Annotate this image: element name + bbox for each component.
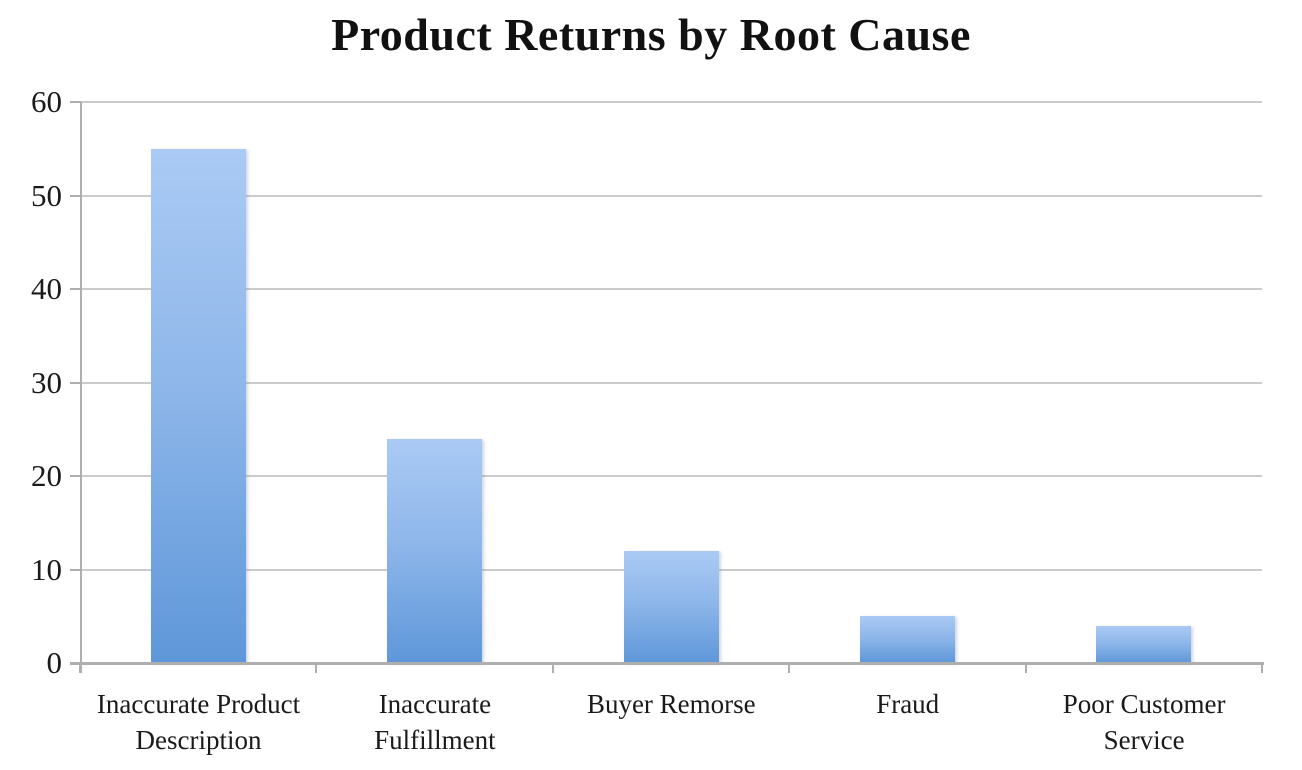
x-category-label-2: Inaccurate Fulfillment bbox=[374, 689, 496, 755]
bar-inaccurate-fulfillment bbox=[387, 438, 483, 663]
y-tick-40 bbox=[70, 288, 81, 290]
gridline-50 bbox=[80, 194, 1262, 197]
y-tick-0 bbox=[70, 662, 81, 664]
y-axis-line bbox=[80, 102, 82, 673]
bar-fraud bbox=[859, 616, 955, 663]
gridline-20 bbox=[80, 475, 1262, 477]
y-tick-60 bbox=[70, 101, 81, 103]
x-category-label-3: Buyer Remorse bbox=[586, 689, 756, 719]
x-category-label-1: Inaccurate Product Description bbox=[96, 689, 301, 755]
x-tick-2 bbox=[551, 663, 554, 673]
x-axis-line bbox=[70, 662, 1264, 665]
y-tick-label-0: 0 bbox=[46, 645, 63, 680]
bar-poor-customer-service bbox=[1096, 625, 1192, 663]
x-category-label-4: Fraud bbox=[876, 689, 940, 719]
y-tick-30 bbox=[70, 381, 81, 384]
y-tick-label-50: 50 bbox=[31, 177, 62, 213]
bar-buyer-remorse bbox=[623, 550, 719, 663]
y-tick-label-60: 60 bbox=[31, 84, 62, 119]
x-tick-3 bbox=[788, 663, 791, 673]
x-tick-4 bbox=[1024, 663, 1027, 673]
plot-area bbox=[80, 101, 1262, 663]
y-tick-20 bbox=[70, 475, 81, 477]
gridline-60 bbox=[80, 101, 1262, 103]
x-tick-5 bbox=[1261, 663, 1263, 673]
x-tick-1 bbox=[315, 663, 318, 673]
gridline-30 bbox=[80, 381, 1262, 384]
y-tick-label-10: 10 bbox=[31, 551, 62, 587]
y-tick-50 bbox=[70, 194, 81, 197]
bar-inaccurate-product-description bbox=[150, 148, 246, 663]
y-tick-10 bbox=[70, 568, 81, 571]
chart-title: Product Returns by Root Cause bbox=[331, 9, 971, 60]
x-tick-0 bbox=[79, 663, 81, 673]
gridline-40 bbox=[80, 288, 1262, 290]
x-category-label-5: Poor Customer Service bbox=[1062, 689, 1226, 755]
y-tick-label-20: 20 bbox=[31, 458, 62, 493]
y-tick-label-30: 30 bbox=[31, 364, 62, 400]
y-tick-label-40: 40 bbox=[31, 271, 62, 306]
